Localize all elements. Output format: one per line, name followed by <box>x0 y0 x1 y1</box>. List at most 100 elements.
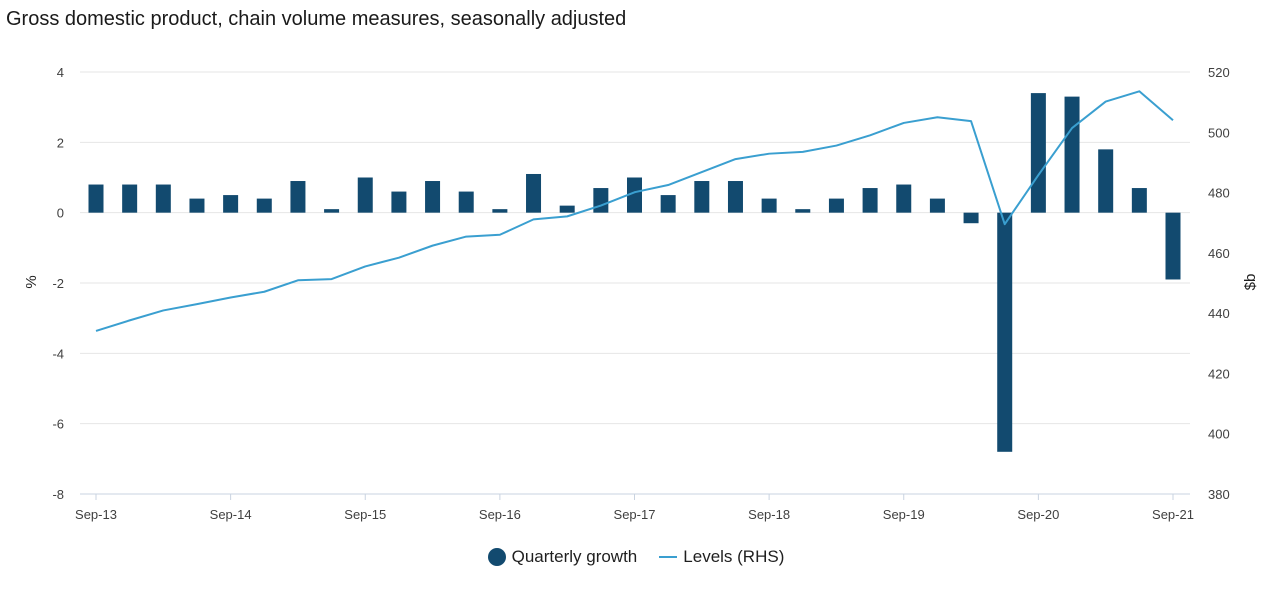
line-point-levels[interactable] <box>1104 100 1108 104</box>
line-point-levels[interactable] <box>161 308 165 312</box>
line-point-levels[interactable] <box>733 157 737 161</box>
bar-quarterly-growth[interactable] <box>155 184 171 213</box>
line-point-levels[interactable] <box>498 233 502 237</box>
bar-quarterly-growth[interactable] <box>896 184 912 213</box>
line-point-levels[interactable] <box>363 264 367 268</box>
chart-title: Gross domestic product, chain volume mea… <box>6 8 627 30</box>
axes: 420-2-4-6-8520500480460440420400380Sep-1… <box>52 65 1229 522</box>
bar-quarterly-growth[interactable] <box>1098 149 1114 213</box>
line-point-levels[interactable] <box>1003 222 1007 226</box>
line-point-levels[interactable] <box>633 190 637 194</box>
line-point-levels[interactable] <box>969 119 973 123</box>
line-point-levels[interactable] <box>296 278 300 282</box>
bar-quarterly-growth[interactable] <box>929 198 945 213</box>
y-right-tick-label: 380 <box>1208 487 1230 502</box>
line-point-levels[interactable] <box>532 217 536 221</box>
bar-quarterly-growth[interactable] <box>458 191 474 213</box>
y-left-tick-label: 0 <box>57 206 64 221</box>
y-right-tick-label: 420 <box>1208 366 1230 381</box>
bar-quarterly-growth[interactable] <box>492 209 508 213</box>
bar-quarterly-growth[interactable] <box>256 198 272 213</box>
line-point-levels[interactable] <box>128 318 132 322</box>
x-tick-label: Sep-18 <box>748 507 790 522</box>
line-point-levels[interactable] <box>262 290 266 294</box>
y-right-tick-label: 500 <box>1208 125 1230 140</box>
gridlines <box>80 71 1190 495</box>
bar-quarterly-growth[interactable] <box>223 195 239 213</box>
line-point-levels[interactable] <box>666 183 670 187</box>
bar-quarterly-growth[interactable] <box>1064 96 1080 213</box>
bar-quarterly-growth[interactable] <box>526 173 542 213</box>
bar-quarterly-growth[interactable] <box>828 198 844 213</box>
legend-dot-icon <box>487 548 506 566</box>
line-point-levels[interactable] <box>464 235 468 239</box>
bar-quarterly-growth[interactable] <box>593 188 609 213</box>
bar-quarterly-growth[interactable] <box>391 191 407 213</box>
bar-quarterly-growth[interactable] <box>122 184 138 213</box>
line-point-levels[interactable] <box>229 295 233 299</box>
y-left-tick-label: 2 <box>57 135 64 150</box>
bar-quarterly-growth[interactable] <box>761 198 777 213</box>
legend-line-icon <box>659 556 678 558</box>
y-right-tick-label: 440 <box>1208 306 1230 321</box>
line-point-levels[interactable] <box>565 214 569 218</box>
line-point-levels[interactable] <box>834 144 838 148</box>
line-point-levels[interactable] <box>767 152 771 156</box>
x-tick-label: Sep-16 <box>479 507 521 522</box>
bar-quarterly-growth[interactable] <box>694 181 710 213</box>
bar-quarterly-growth[interactable] <box>425 181 441 213</box>
bar-quarterly-growth[interactable] <box>727 181 743 213</box>
bar-quarterly-growth[interactable] <box>1165 212 1181 280</box>
legend-item-levels[interactable]: Levels (RHS) <box>659 547 784 567</box>
line-point-levels[interactable] <box>94 329 98 333</box>
line-point-levels[interactable] <box>902 121 906 125</box>
bar-quarterly-growth[interactable] <box>627 177 642 213</box>
y-right-tick-label: 520 <box>1208 65 1230 80</box>
bar-quarterly-growth[interactable] <box>324 209 340 213</box>
y-axis-left-label: % <box>23 275 40 288</box>
line-series <box>94 89 1175 333</box>
line-point-levels[interactable] <box>1171 118 1175 122</box>
x-tick-label: Sep-20 <box>1017 507 1059 522</box>
x-tick-label: Sep-21 <box>1152 507 1194 522</box>
bar-quarterly-growth[interactable] <box>559 205 575 213</box>
y-right-tick-label: 480 <box>1208 186 1230 201</box>
bar-quarterly-growth[interactable] <box>997 212 1013 452</box>
line-point-levels[interactable] <box>935 115 939 119</box>
bar-quarterly-growth[interactable] <box>189 198 205 213</box>
bar-quarterly-growth[interactable] <box>795 209 811 213</box>
line-point-levels[interactable] <box>599 204 603 208</box>
x-tick-label: Sep-14 <box>210 507 252 522</box>
line-point-levels[interactable] <box>397 256 401 260</box>
legend-label-levels: Levels (RHS) <box>683 547 785 566</box>
bar-quarterly-growth[interactable] <box>660 195 676 213</box>
x-tick-label: Sep-15 <box>344 507 386 522</box>
line-point-levels[interactable] <box>801 150 805 154</box>
line-point-levels[interactable] <box>868 133 872 137</box>
line-point-levels[interactable] <box>1036 173 1040 177</box>
bar-quarterly-growth[interactable] <box>1131 188 1147 213</box>
bar-quarterly-growth[interactable] <box>963 212 979 224</box>
x-tick-label: Sep-17 <box>614 507 656 522</box>
line-point-levels[interactable] <box>700 170 704 174</box>
line-point-levels[interactable] <box>330 277 334 281</box>
line-levels[interactable] <box>95 90 1174 332</box>
bar-quarterly-growth[interactable] <box>357 177 373 213</box>
bar-series <box>88 93 1181 452</box>
line-point-levels[interactable] <box>195 302 199 306</box>
line-point-levels[interactable] <box>1070 126 1074 130</box>
bar-quarterly-growth[interactable] <box>1030 93 1046 213</box>
y-axis-right-label: $b <box>1242 274 1259 291</box>
bar-quarterly-growth[interactable] <box>862 188 878 213</box>
legend: Quarterly growth Levels (RHS) <box>0 547 1272 567</box>
line-point-levels[interactable] <box>1137 89 1141 93</box>
bar-quarterly-growth[interactable] <box>290 181 306 213</box>
legend-item-quarterly-growth[interactable]: Quarterly growth <box>487 547 638 567</box>
bar-quarterly-growth[interactable] <box>88 184 104 213</box>
x-tick-label: Sep-19 <box>883 507 925 522</box>
y-right-tick-label: 460 <box>1208 246 1230 261</box>
legend-label-quarterly-growth: Quarterly growth <box>511 547 638 566</box>
y-right-tick-label: 400 <box>1208 427 1230 442</box>
line-point-levels[interactable] <box>431 244 435 248</box>
y-left-tick-label: -2 <box>52 276 64 291</box>
